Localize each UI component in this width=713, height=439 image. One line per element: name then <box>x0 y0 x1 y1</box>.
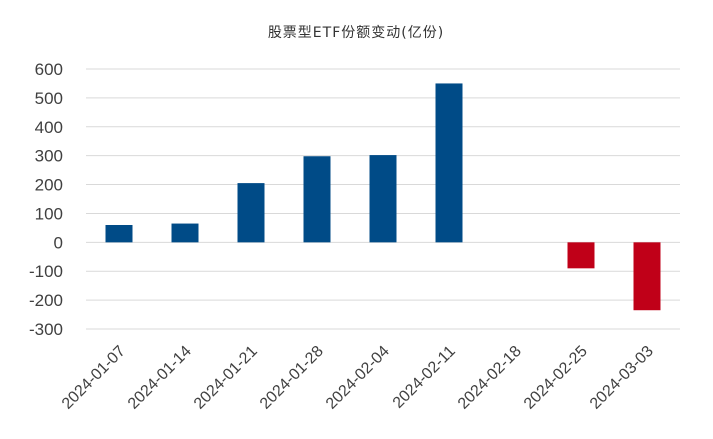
x-tick-label: 2024-03-03 <box>587 343 657 413</box>
bar-2024-03-03 <box>633 242 661 311</box>
y-axis-ticks: 600 500 400 300 200 100 0 -100 -200 -300 <box>29 60 63 339</box>
y-tick-label: 0 <box>54 233 63 252</box>
x-tick-label: 2024-01-28 <box>257 343 327 413</box>
bar-2024-01-14 <box>171 223 199 243</box>
bars <box>105 83 661 311</box>
bar-2024-02-11 <box>435 83 463 243</box>
x-tick-label: 2024-02-11 <box>390 343 459 412</box>
bar-2024-01-21 <box>237 183 265 243</box>
x-tick-label: 2024-01-14 <box>125 343 195 413</box>
x-tick-label: 2024-02-25 <box>521 343 591 413</box>
x-tick-label: 2024-02-18 <box>455 343 525 413</box>
y-tick-label: -100 <box>29 262 63 281</box>
chart-title: 股票型ETF份额变动(亿份) <box>268 25 444 41</box>
x-tick-label: 2024-01-21 <box>191 343 261 413</box>
y-tick-label: 400 <box>35 118 63 137</box>
y-tick-label: -200 <box>29 291 63 310</box>
x-tick-label: 2024-01-07 <box>59 343 129 413</box>
y-tick-label: 300 <box>35 147 63 166</box>
bar-2024-01-07 <box>105 225 133 243</box>
bar-2024-02-04 <box>369 155 397 243</box>
y-tick-label: 500 <box>35 89 63 108</box>
y-tick-label: -300 <box>29 320 63 339</box>
x-axis-ticks: 2024-01-072024-01-142024-01-212024-01-28… <box>59 343 657 413</box>
bar-2024-02-25 <box>567 242 595 269</box>
x-tick-label: 2024-02-04 <box>323 343 393 413</box>
y-tick-label: 200 <box>35 176 63 195</box>
bar-2024-01-28 <box>303 156 331 243</box>
y-tick-label: 100 <box>35 204 63 223</box>
y-tick-label: 600 <box>35 60 63 79</box>
